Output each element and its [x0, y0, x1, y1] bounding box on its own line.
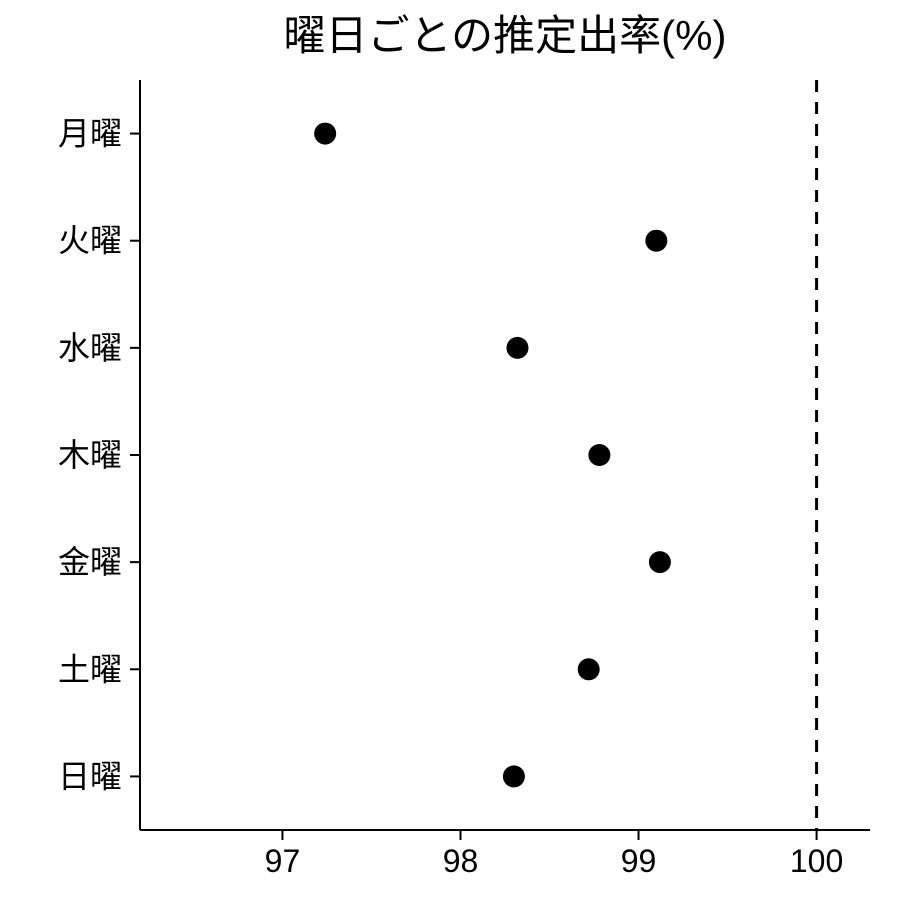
x-tick-label: 99 — [621, 843, 657, 879]
x-tick-label: 97 — [265, 843, 301, 879]
y-tick-label: 木曜 — [58, 437, 122, 473]
y-tick-label: 水曜 — [58, 330, 122, 366]
y-tick-label: 月曜 — [58, 116, 122, 152]
data-point — [645, 230, 667, 252]
data-point — [578, 658, 600, 680]
chart-svg: 曜日ごとの推定出率(%) 97 98 99 100 月曜火曜水曜木曜金曜土曜日曜 — [0, 0, 900, 900]
chart-title: 曜日ごとの推定出率(%) — [284, 12, 727, 59]
y-tick-label: 火曜 — [58, 223, 122, 259]
data-point — [314, 123, 336, 145]
data-point — [503, 765, 525, 787]
y-tick-label: 日曜 — [58, 758, 122, 794]
data-point — [649, 551, 671, 573]
y-tick-label: 金曜 — [58, 544, 122, 580]
y-tick-label: 土曜 — [58, 651, 122, 687]
x-tick-label: 98 — [443, 843, 479, 879]
chart-container: 曜日ごとの推定出率(%) 97 98 99 100 月曜火曜水曜木曜金曜土曜日曜 — [0, 0, 900, 900]
x-tick-label: 100 — [790, 843, 843, 879]
data-point — [588, 444, 610, 466]
data-point — [506, 337, 528, 359]
